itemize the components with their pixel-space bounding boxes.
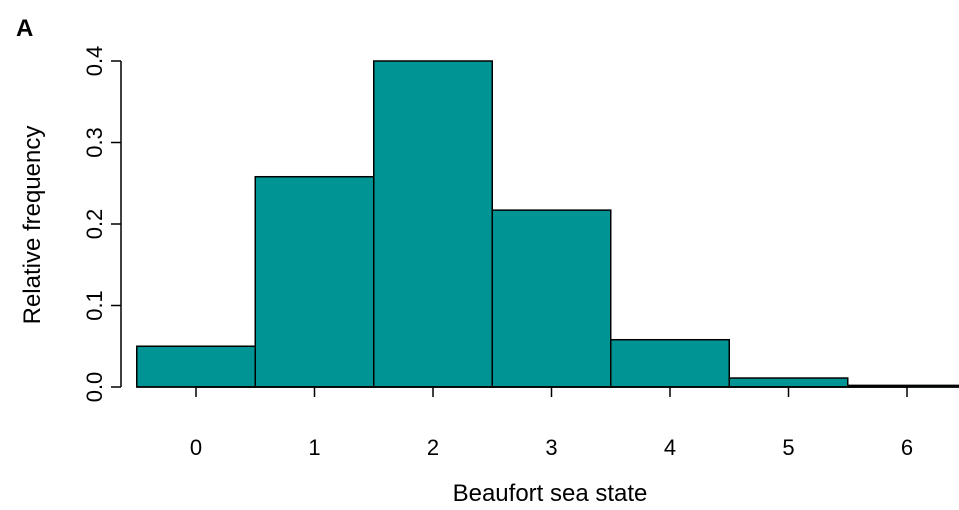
y-tick-label-0.4: 0.4 <box>82 46 107 77</box>
x-tick-label-4: 4 <box>664 435 676 460</box>
x-tick-label-5: 5 <box>782 435 794 460</box>
bar-0 <box>136 345 256 388</box>
x-tick-label-6: 6 <box>901 435 913 460</box>
y-tick-label-0.3: 0.3 <box>82 127 107 158</box>
x-tick-label-3: 3 <box>545 435 557 460</box>
bar-4 <box>610 338 730 388</box>
x-axis: 0 1 2 3 4 5 6 <box>136 386 959 460</box>
panel-label: A <box>16 15 33 42</box>
bar-2 <box>373 60 493 388</box>
x-tick-label-2: 2 <box>427 435 439 460</box>
y-axis-title: Relative frequency <box>19 126 46 325</box>
y-tick-label-0.0: 0.0 <box>82 372 107 403</box>
y-tick-label-0.1: 0.1 <box>82 290 107 321</box>
x-axis-title: Beaufort sea state <box>453 480 648 507</box>
bar-1 <box>254 175 375 388</box>
x-tick-label-1: 1 <box>308 435 320 460</box>
bar-3 <box>491 209 612 388</box>
y-tick-label-0.2: 0.2 <box>82 209 107 240</box>
bars-group <box>136 60 959 388</box>
x-tick-label-0: 0 <box>190 435 202 460</box>
y-axis: 0.0 0.1 0.2 0.3 0.4 <box>82 46 122 403</box>
bar-5 <box>728 377 849 388</box>
